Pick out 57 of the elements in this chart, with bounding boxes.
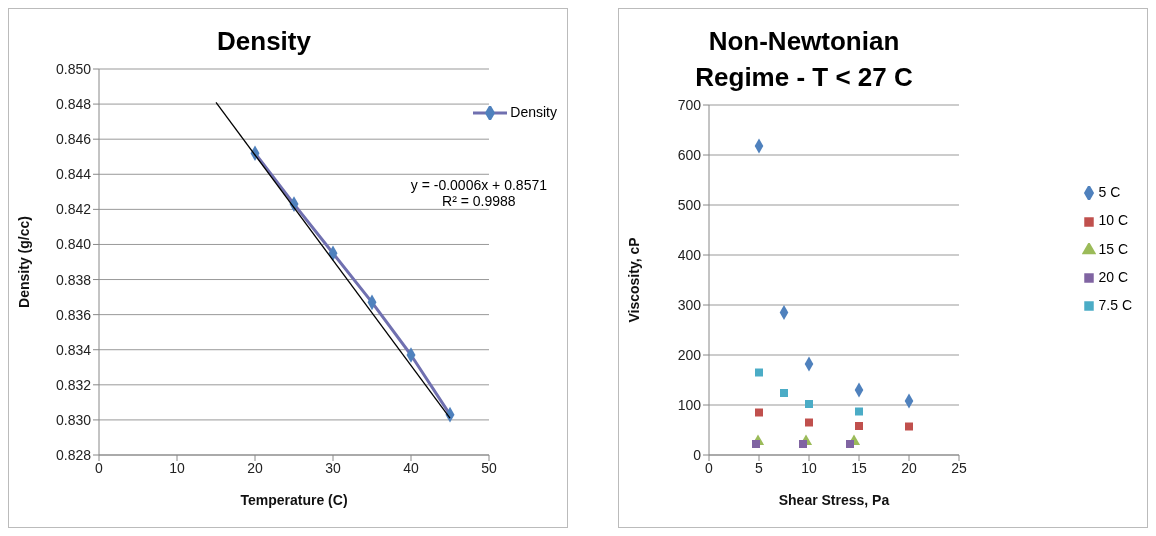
x-tick-label: 0 xyxy=(705,459,714,476)
y-tick-label: 0.842 xyxy=(55,201,92,218)
point xyxy=(755,368,763,377)
x-axis-title: Shear Stress, Pa xyxy=(778,492,890,508)
y-axis-title: Density (g/cc) xyxy=(15,216,32,308)
y-tick-label: 0.848 xyxy=(55,96,92,113)
point xyxy=(805,418,813,427)
y-tick-label: 0.836 xyxy=(55,306,92,323)
x-tick-label: 25 xyxy=(951,459,967,476)
annotation: y = -0.0006x + 0.8571 xyxy=(410,177,547,193)
legend-label: Density xyxy=(509,104,557,121)
legend-label: 7.5 C xyxy=(1097,297,1132,314)
x-tick-label: 10 xyxy=(169,459,185,476)
y-tick-label: 0.844 xyxy=(55,166,92,183)
y-tick-label: 400 xyxy=(677,246,702,263)
legend-label: 5 C xyxy=(1097,184,1122,201)
y-tick-label: 0.838 xyxy=(55,271,92,288)
chart-title: Non-Newtonian Regime - T < 27 C xyxy=(694,25,914,94)
x-tick-label: 15 xyxy=(851,459,867,476)
y-tick-label: 100 xyxy=(677,396,702,413)
x-tick-label: 20 xyxy=(901,459,917,476)
x-tick-label: 10 xyxy=(801,459,817,476)
point xyxy=(855,422,863,430)
legend-label: 15 C xyxy=(1097,240,1130,257)
x-tick-label: 5 xyxy=(755,459,764,476)
legend-label: 20 C xyxy=(1097,268,1130,286)
y-tick-label: 500 xyxy=(677,196,702,213)
y-tick-label: 600 xyxy=(677,146,702,163)
point xyxy=(799,440,807,448)
y-tick-label: 0.832 xyxy=(55,376,92,393)
y-tick-label: 0.828 xyxy=(55,446,92,463)
x-tick-label: 0 xyxy=(95,459,104,476)
point xyxy=(805,400,813,408)
chart-title: Density xyxy=(216,25,312,58)
x-tick-label: 50 xyxy=(481,459,497,476)
annotation: R² = 0.9988 xyxy=(441,193,517,209)
y-axis-title: Viscosity, cP xyxy=(625,237,642,323)
y-tick-label: 300 xyxy=(677,296,702,313)
y-tick-label: 700 xyxy=(677,96,702,113)
x-tick-label: 30 xyxy=(325,459,341,476)
point xyxy=(755,408,763,417)
point xyxy=(846,440,854,448)
y-tick-label: 200 xyxy=(677,346,702,363)
point xyxy=(780,389,788,397)
y-tick-label: 0.834 xyxy=(55,341,92,358)
y-tick-label: 0.830 xyxy=(55,411,92,428)
x-tick-label: 20 xyxy=(247,459,263,476)
point xyxy=(905,422,913,431)
x-tick-label: 40 xyxy=(403,459,419,476)
point xyxy=(752,440,760,448)
legend-label: 10 C xyxy=(1097,212,1130,229)
point xyxy=(855,407,863,416)
y-tick-label: 0.846 xyxy=(55,131,92,148)
y-tick-label: 0 xyxy=(693,446,702,463)
y-tick-label: 0.840 xyxy=(55,236,92,253)
y-tick-label: 0.850 xyxy=(55,60,92,77)
x-axis-title: Temperature (C) xyxy=(240,492,348,508)
